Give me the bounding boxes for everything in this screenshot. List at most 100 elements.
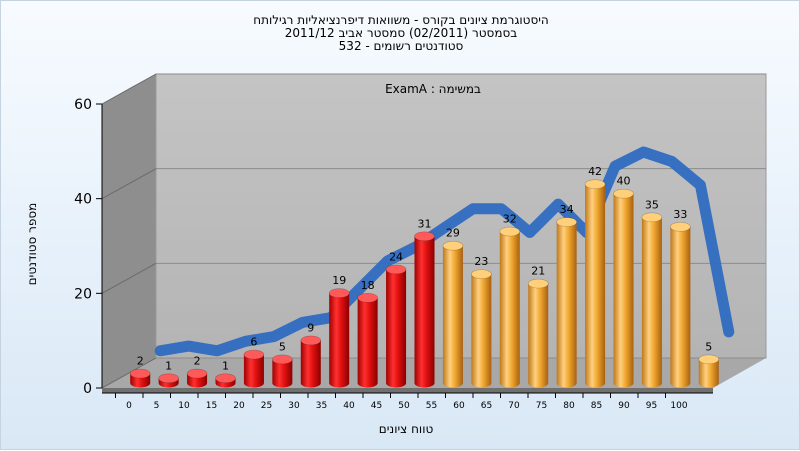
bar-top	[698, 354, 720, 365]
bar	[698, 359, 719, 388]
gridline-side	[101, 262, 157, 294]
x-tick-label: 45	[371, 401, 382, 411]
x-tick-label: 100	[670, 401, 687, 411]
bar-top	[670, 222, 691, 232]
bar-top	[385, 264, 407, 275]
bar	[272, 359, 293, 388]
x-tick-label: 90	[618, 401, 630, 411]
x-tick-label: 95	[646, 401, 657, 411]
bar	[613, 193, 634, 388]
data-label: 1	[165, 359, 172, 372]
bar	[499, 231, 520, 388]
data-label: 31	[418, 217, 432, 230]
x-tick-label: 70	[508, 401, 520, 411]
bar	[243, 354, 264, 388]
data-label: 40	[617, 175, 631, 188]
bar	[357, 297, 378, 388]
data-label: 29	[446, 227, 460, 240]
x-tick-label: 20	[233, 401, 245, 411]
data-label: 42	[588, 165, 602, 178]
bar-top	[499, 226, 521, 237]
x-axis: 0 5 10 15 20 25 30 35 40 45 50 55 60 65 70 75 80 85 90 95 10…	[102, 392, 713, 411]
x-tick-label: 50	[398, 401, 410, 411]
data-label: 19	[332, 274, 346, 287]
chart-title-line2: בסמסטר (02/2011) סמסטר אביב 2011/12	[284, 26, 518, 40]
x-tick-label: 40	[343, 401, 355, 411]
y-axis-label: מספר סטודנטים	[25, 203, 39, 286]
trend-line	[154, 146, 735, 357]
bar-top	[129, 368, 151, 379]
bar	[329, 293, 350, 388]
bar-top	[414, 231, 435, 242]
bars	[129, 179, 720, 388]
x-tick-label: 5	[154, 401, 160, 411]
bar-top	[613, 188, 634, 199]
data-label: 23	[474, 255, 488, 268]
trend-ribbon	[154, 146, 735, 357]
left-wall	[102, 74, 156, 388]
bar-top	[158, 373, 179, 384]
bar-top	[584, 179, 606, 189]
y-tick-label: 20	[74, 286, 92, 302]
y-tick-label: 40	[74, 192, 92, 208]
bar	[641, 217, 662, 388]
data-label: 1	[222, 359, 229, 372]
x-tick-label: 35	[316, 401, 327, 411]
bar	[471, 274, 492, 388]
x-tick-label: 85	[591, 401, 602, 411]
data-label: 9	[307, 321, 314, 334]
bar	[300, 340, 321, 388]
bar-top	[243, 349, 265, 360]
bar	[414, 236, 435, 388]
bar-top	[641, 212, 663, 223]
data-label: 34	[560, 203, 574, 216]
x-tick-label: 55	[426, 401, 437, 411]
bar-top	[471, 269, 492, 279]
bar-top	[272, 354, 293, 365]
x-tick-label: 60	[453, 401, 465, 411]
y-axis: 0 20 40 60	[74, 97, 103, 397]
data-label: 5	[705, 340, 712, 353]
x-tick-label: 0	[126, 401, 132, 411]
gridline-side	[101, 73, 157, 105]
bar	[386, 269, 407, 388]
data-label: 32	[503, 213, 517, 226]
chart-title-line1: היסטוגרמת ציונים בקורס - משוואות דיפרנצי…	[253, 13, 549, 27]
bar	[556, 222, 577, 388]
bar-top	[300, 335, 322, 346]
x-tick-label: 25	[261, 401, 272, 411]
x-tick-label: 30	[288, 401, 300, 411]
data-label: 33	[673, 208, 687, 221]
gridline-side	[101, 357, 157, 389]
data-label: 21	[531, 265, 545, 278]
data-label: 18	[361, 279, 375, 292]
bar-top	[186, 368, 208, 379]
data-label: 2	[194, 355, 201, 368]
gridline-side	[101, 168, 157, 200]
data-label: 2	[137, 355, 144, 368]
data-label: 5	[279, 340, 286, 353]
bar-top	[556, 217, 577, 227]
y-tick-label: 0	[83, 381, 92, 397]
bar-top	[328, 288, 350, 298]
x-tick-label: 75	[536, 401, 547, 411]
data-label: 6	[250, 336, 257, 349]
x-tick-label: 15	[206, 401, 217, 411]
y-tick-label: 60	[74, 97, 92, 113]
data-label: 35	[645, 198, 659, 211]
bar	[528, 283, 549, 388]
bar-top	[442, 240, 464, 251]
bar-top	[215, 373, 236, 384]
x-tick-label: 80	[563, 401, 575, 411]
x-axis-label: טווח ציונים	[379, 422, 434, 436]
bar	[670, 226, 691, 388]
chart-title-line3: 532 - סטודנטים רשומים	[338, 39, 464, 53]
bar-top	[527, 278, 549, 289]
bar-top	[357, 292, 378, 303]
floor-edge	[102, 388, 713, 393]
x-tick-label: 10	[178, 401, 190, 411]
annotation: ExamA : במשימה	[385, 82, 481, 96]
